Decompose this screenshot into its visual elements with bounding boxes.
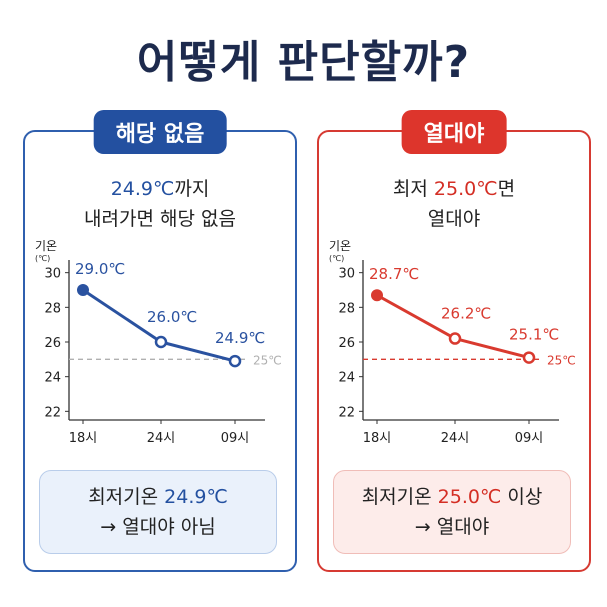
- y-tick-label: 30: [44, 267, 61, 282]
- x-tick-label: 18시: [69, 431, 98, 446]
- panel-description: 24.9℃까지 내려가면 해당 없음: [25, 174, 295, 234]
- data-label: 24.9℃: [215, 329, 265, 347]
- data-point: [228, 354, 242, 368]
- y-axis-label: 기온: [35, 239, 57, 253]
- y-axis-unit: (℃): [329, 254, 344, 263]
- panel-not-applicable: 해당 없음 24.9℃까지 내려가면 해당 없음 기온 (℃) 22 24 26 28 30…: [23, 110, 297, 572]
- y-tick-label: 26: [44, 336, 61, 351]
- y-tick-label: 24: [338, 371, 355, 386]
- summary-suffix: 이상: [501, 486, 543, 508]
- y-tick-label: 28: [338, 301, 355, 316]
- x-tick-label: 09시: [221, 431, 250, 446]
- panel-tropical-night: 열대야 최저 25.0℃면 열대야 기온 (℃) 22 24 26 28 30 18시 24시 0…: [317, 110, 591, 572]
- summary-prefix: 최저기온: [88, 486, 165, 508]
- data-label: 26.0℃: [147, 308, 197, 326]
- summary-value: 24.9℃: [164, 486, 228, 508]
- y-tick-label: 24: [44, 371, 61, 386]
- data-point: [77, 284, 89, 296]
- desc-value: 24.9℃: [110, 178, 175, 200]
- badge-tropical-night: 열대야: [401, 110, 507, 154]
- data-point: [448, 332, 462, 345]
- x-tick-label: 24시: [147, 431, 176, 446]
- desc-text: 까지: [174, 178, 210, 200]
- desc-line2: 열대야: [427, 208, 481, 230]
- summary-value: 25.0℃: [437, 486, 502, 508]
- x-tick-label: 09시: [515, 431, 544, 446]
- x-tick-label: 24시: [441, 431, 470, 446]
- summary-result: → 열대야: [414, 516, 490, 538]
- temperature-chart: 기온(℃) 22 24 26 28 30 18시 24시 09시 25℃ 29.0℃ 26.0℃ 24.…: [35, 239, 282, 446]
- panel-description: 최저 25.0℃면 열대야: [319, 174, 589, 234]
- y-axis-label: 기온: [329, 239, 351, 253]
- threshold-label: 25℃: [253, 353, 282, 367]
- data-label: 28.7℃: [369, 265, 419, 283]
- data-label: 25.1℃: [509, 326, 559, 344]
- data-point: [154, 335, 168, 349]
- summary-result: → 열대야 아님: [100, 516, 216, 538]
- threshold-label: 25℃: [547, 353, 576, 367]
- x-tick-label: 18시: [363, 431, 392, 446]
- y-tick-label: 30: [338, 267, 355, 282]
- y-tick-label: 26: [338, 336, 355, 351]
- temperature-chart: 기온(℃) 22 24 26 28 30 18시 24시 09시 25℃ 28.7℃ 26.2℃ 25.…: [329, 239, 576, 446]
- desc-value: 25.0℃: [433, 178, 498, 200]
- page-title: 어떻게 판단할까?: [136, 37, 471, 88]
- summary-prefix: 최저기온: [361, 486, 438, 508]
- summary-box: 최저기온 25.0℃ 이상 → 열대야: [333, 470, 571, 554]
- desc-text: 면: [497, 178, 516, 200]
- data-point: [522, 351, 536, 364]
- summary-box: 최저기온 24.9℃ → 열대야 아님: [39, 470, 277, 554]
- badge-not-applicable: 해당 없음: [93, 110, 227, 154]
- y-tick-label: 22: [338, 405, 355, 420]
- y-tick-label: 22: [44, 405, 61, 420]
- data-label: 29.0℃: [75, 260, 125, 278]
- desc-line2: 내려가면 해당 없음: [84, 208, 236, 230]
- y-axis-unit: (℃): [35, 254, 50, 263]
- y-tick-label: 28: [44, 301, 61, 316]
- data-point: [371, 289, 383, 302]
- desc-prefix: 최저: [392, 178, 434, 200]
- data-label: 26.2℃: [441, 305, 491, 323]
